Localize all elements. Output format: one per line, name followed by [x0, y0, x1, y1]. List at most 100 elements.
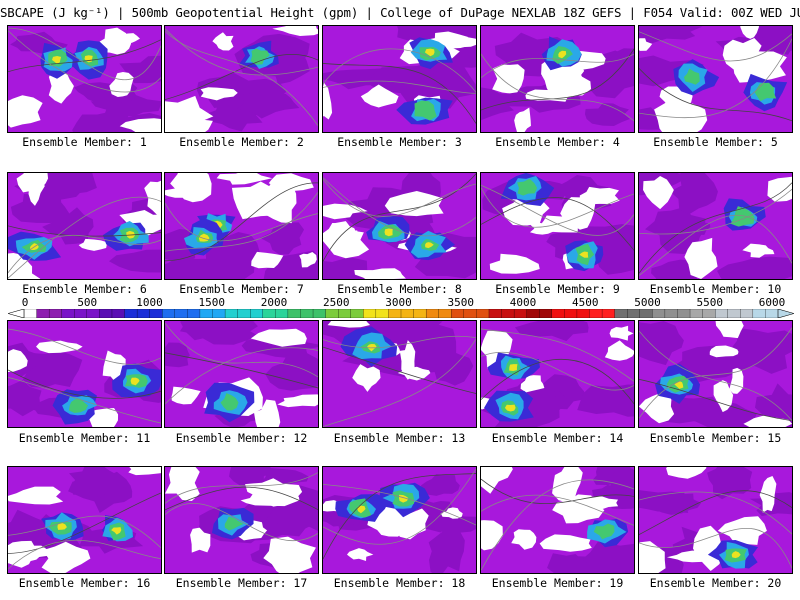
ensemble-member-label: Ensemble Member: 10 — [649, 282, 782, 296]
cape-contour — [609, 325, 634, 341]
colorbar-bin — [99, 309, 113, 318]
ensemble-member-map — [638, 466, 793, 574]
ensemble-member-label: Ensemble Member: 20 — [649, 576, 782, 590]
ensemble-member-map — [322, 466, 477, 574]
boundary-line — [639, 491, 792, 535]
boundary-line — [639, 327, 792, 419]
boundary-line — [639, 215, 792, 276]
colorbar-bin — [740, 309, 754, 318]
cape-contour — [742, 243, 775, 258]
ensemble-member-label: Ensemble Member: 16 — [18, 576, 151, 590]
cape-contour — [128, 467, 161, 476]
cape-field-map — [323, 26, 476, 132]
colorbar-bin — [23, 309, 38, 318]
colorbar-bin — [363, 309, 377, 318]
boundary-line — [165, 322, 318, 378]
ensemble-member-map — [7, 25, 162, 133]
colorbar-bin — [262, 309, 276, 318]
colorbar-bin — [187, 309, 201, 318]
cape-contour — [8, 95, 43, 128]
colorbar-tick-label: 5500 — [696, 296, 724, 309]
cape-contour — [111, 527, 122, 535]
colorbar-bin — [250, 309, 264, 318]
cape-contour — [130, 377, 140, 386]
colorbar-bin — [752, 309, 766, 318]
cape-contour — [272, 26, 318, 37]
boundary-line — [165, 28, 318, 76]
cape-contour — [370, 65, 440, 95]
boundary-line — [8, 27, 161, 81]
cape-contour — [747, 26, 792, 55]
cape-contour — [643, 175, 674, 210]
cape-contour — [220, 393, 239, 411]
boundary-line — [165, 202, 318, 242]
cape-contour — [36, 340, 83, 354]
colorbar-tick-label: 6000 — [758, 296, 786, 309]
cape-contour — [263, 536, 316, 573]
ensemble-member-map — [7, 466, 162, 574]
cape-field-map — [8, 173, 161, 279]
colorbar-tick-label: 4500 — [572, 296, 599, 309]
boundary-line — [8, 234, 161, 274]
boundary-line — [481, 184, 634, 236]
colorbar-bin — [287, 309, 301, 318]
colorbar-bin — [715, 309, 729, 318]
cape-contour — [639, 321, 684, 366]
cape-contour — [692, 525, 724, 571]
boundary-line — [323, 62, 476, 124]
boundary-line — [481, 53, 634, 79]
boundary-line — [481, 328, 634, 382]
boundary-line — [8, 328, 161, 365]
colorbar-tick-label: 4000 — [509, 296, 537, 309]
colorbar-min-arrow — [8, 309, 25, 318]
cape-contour — [674, 381, 684, 389]
cape-contour — [546, 67, 592, 96]
ensemble-member-label: Ensemble Member: 1 — [22, 135, 147, 149]
cape-contour — [639, 541, 666, 573]
cape-contour — [265, 351, 318, 391]
cape-contour — [669, 173, 718, 215]
cape-contour — [504, 404, 516, 412]
cape-contour — [260, 222, 305, 255]
colorbar-bin — [224, 309, 239, 318]
colorbar-bin — [74, 309, 88, 318]
cape-contour — [489, 253, 540, 274]
ensemble-member-map — [164, 172, 319, 280]
boundary-line — [323, 48, 476, 93]
boundary-line — [481, 197, 634, 251]
ensemble-member-map — [638, 25, 793, 133]
ensemble-member-map — [164, 25, 319, 133]
colorbar-bin — [689, 309, 704, 318]
cape-contour — [709, 345, 739, 358]
cape-field-map — [481, 321, 634, 427]
boundary-line — [639, 31, 792, 62]
cape-contour — [323, 203, 368, 220]
colorbar-tick-label: 2500 — [323, 296, 350, 309]
boundary-line — [8, 492, 161, 554]
boundary-line — [481, 351, 634, 391]
boundary-line — [8, 369, 161, 399]
cape-contour — [520, 375, 545, 393]
cape-contour — [165, 467, 200, 501]
colorbar-bin — [664, 309, 678, 318]
colorbar-bin — [36, 309, 50, 318]
cape-contour — [299, 252, 317, 268]
boundary-line — [323, 338, 476, 427]
cape-contour — [171, 386, 201, 405]
boundary-line — [8, 377, 161, 424]
cape-contour — [424, 48, 435, 57]
cape-field-map — [165, 467, 318, 573]
cape-contour — [245, 478, 303, 507]
colorbar-bin — [375, 309, 389, 318]
colorbar-tick-label: 500 — [77, 296, 98, 309]
cape-field-map — [481, 467, 634, 573]
colorbar-bin — [451, 309, 465, 318]
cape-contour — [102, 350, 126, 383]
cape-contour — [119, 118, 161, 132]
cape-contour — [639, 490, 699, 513]
cape-field-map — [323, 321, 476, 427]
cape-contour — [253, 399, 281, 427]
cape-field-map — [481, 26, 634, 132]
colorbar-bin — [639, 309, 653, 318]
cape-contour — [250, 48, 270, 65]
